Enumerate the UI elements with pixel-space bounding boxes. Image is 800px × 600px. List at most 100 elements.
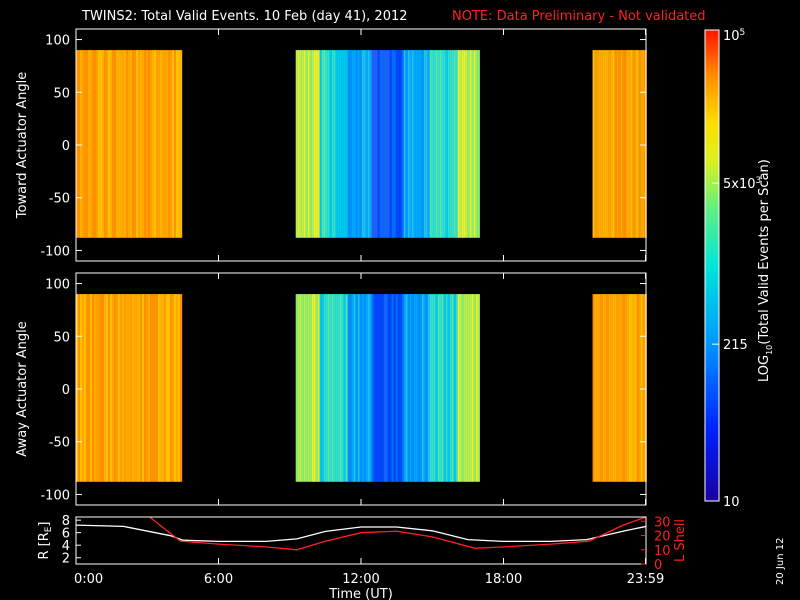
heat-column (467, 294, 470, 482)
heat-column (315, 294, 318, 482)
heat-column (624, 294, 627, 482)
heat-column (84, 294, 87, 482)
heat-column (417, 50, 420, 238)
heat-column (142, 50, 145, 238)
heat-column (126, 294, 129, 482)
chart-title: TWINS2: Total Valid Events. 10 Feb (day … (81, 9, 408, 24)
heat-column (90, 294, 93, 482)
heat-column (359, 50, 362, 238)
lshell-series-line (149, 517, 646, 551)
heat-column (363, 294, 366, 482)
heat-column (156, 50, 159, 238)
heat-column (124, 294, 127, 482)
heat-column (391, 294, 394, 482)
heat-column (465, 294, 468, 482)
heat-column (164, 294, 167, 482)
heat-column (305, 50, 308, 238)
heat-column (176, 50, 179, 238)
heat-column (335, 50, 338, 238)
heat-column (104, 50, 107, 238)
heat-column (632, 294, 635, 482)
heat-column (158, 294, 161, 482)
r-axis-label: R [RE] (37, 521, 54, 559)
lshell-tick-label: 30 (654, 515, 671, 530)
heat-column (132, 294, 135, 482)
heat-column (309, 294, 312, 482)
heat-column (616, 294, 619, 482)
heat-column (393, 50, 396, 238)
x-tick-label: 0:00 (74, 572, 103, 587)
heat-column (160, 50, 163, 238)
heat-column (88, 294, 91, 482)
heat-column (180, 50, 183, 238)
heat-column (122, 294, 125, 482)
heat-column (100, 50, 103, 238)
heat-column (162, 294, 165, 482)
heat-column (94, 50, 97, 238)
heat-column (341, 294, 344, 482)
heat-column (604, 294, 607, 482)
heat-column (138, 50, 141, 238)
heat-column (610, 294, 613, 482)
heat-column (170, 294, 173, 482)
heat-column (618, 294, 621, 482)
heat-column (311, 50, 314, 238)
heat-column (393, 294, 396, 482)
heat-column (409, 294, 412, 482)
heat-column (471, 294, 474, 482)
heat-column (596, 294, 599, 482)
heat-column (297, 294, 300, 482)
heat-column (608, 50, 611, 238)
data-segment-2 (592, 294, 647, 482)
heat-column (375, 294, 378, 482)
y-tick-label: -100 (40, 244, 70, 259)
heat-column (411, 294, 414, 482)
heat-column (166, 294, 169, 482)
heat-column (441, 50, 444, 238)
heat-column (315, 50, 318, 238)
heat-column (373, 294, 376, 482)
heat-column (636, 294, 639, 482)
heat-column (128, 50, 131, 238)
heat-column (160, 294, 163, 482)
data-segment-1 (295, 294, 480, 482)
lshell-tick-label: 20 (654, 530, 671, 545)
heat-column (610, 50, 613, 238)
heat-column (297, 50, 300, 238)
y-tick-label: -100 (40, 488, 70, 503)
heat-column (136, 50, 139, 238)
heat-column (628, 50, 631, 238)
heat-column (309, 50, 312, 238)
y-tick-label: 4 (62, 539, 70, 554)
heat-column (614, 50, 617, 238)
heat-column (102, 294, 105, 482)
data-segment-0 (76, 50, 183, 238)
heat-column (365, 294, 368, 482)
heat-column (120, 294, 123, 482)
heat-column (349, 50, 352, 238)
heat-column (150, 50, 153, 238)
heat-column (343, 50, 346, 238)
heat-column (630, 50, 633, 238)
heat-column (403, 294, 406, 482)
heat-column (170, 50, 173, 238)
heat-column (429, 294, 432, 482)
heat-column (295, 294, 298, 482)
heat-column (449, 294, 452, 482)
heat-column (602, 50, 605, 238)
heat-column (377, 294, 380, 482)
heat-column (642, 294, 645, 482)
heat-column (379, 294, 382, 482)
colorbar-tick-label: 5x103 (723, 176, 761, 192)
heat-column (313, 294, 316, 482)
heat-column (321, 294, 324, 482)
heat-column (638, 294, 641, 482)
y-tick-label: -50 (49, 192, 70, 207)
heat-column (82, 294, 85, 482)
heat-column (331, 50, 334, 238)
heat-column (303, 294, 306, 482)
heat-column (108, 294, 111, 482)
data-segment-2 (592, 50, 647, 238)
